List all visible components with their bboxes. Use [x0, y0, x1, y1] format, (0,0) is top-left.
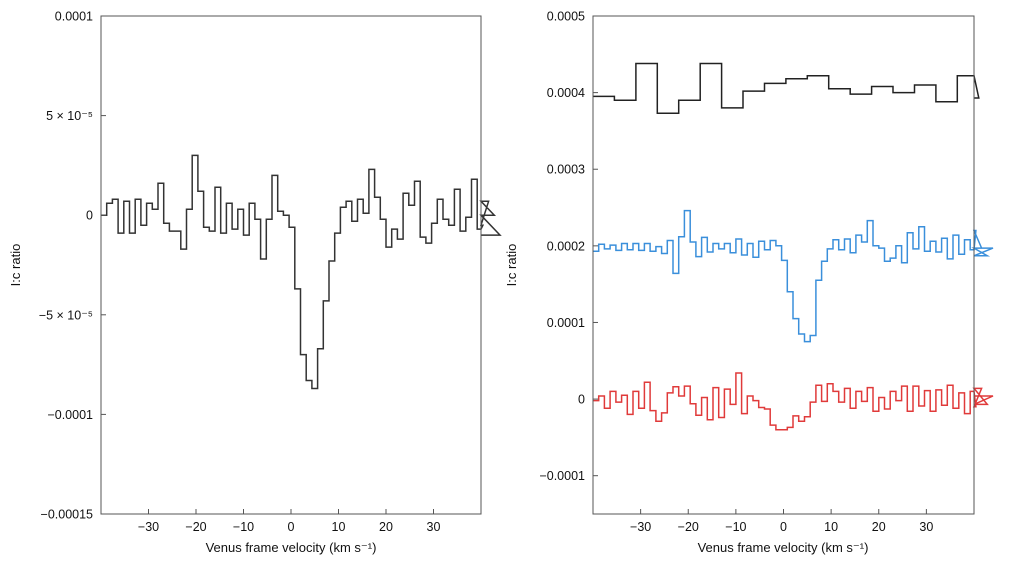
left-x-tick-label: −20 — [185, 520, 206, 534]
left-x-tick-label: −30 — [138, 520, 159, 534]
right-y-tick-label: 0 — [578, 393, 585, 407]
right-x-tick-label: 20 — [872, 520, 886, 534]
left-y-tick-label: −0.0001 — [47, 408, 93, 422]
right-plot-frame — [592, 15, 975, 515]
right-ticks: −30 −20 −10 0 10 20 30 0.0005 0.0004 0.0003 0.0002… — [539, 10, 933, 535]
right-x-tick-label: 10 — [824, 520, 838, 534]
right-y-axis-label: I:c ratio — [504, 244, 519, 287]
right-y-tick-label: 0.0003 — [547, 163, 585, 177]
right-series-line-0 — [593, 62, 980, 115]
left-ticks: −30 −20 −10 0 10 20 30 0.0001 5 × 10⁻⁵ 0 −5 × 10⁻⁵… — [39, 10, 441, 535]
left-y-tick-label: −5 × 10⁻⁵ — [39, 308, 93, 322]
left-y-tick-label: 5 × 10⁻⁵ — [46, 109, 93, 123]
right-panel: −30 −20 −10 0 10 20 30 0.0005 0.0004 0.0003 0.0002… — [504, 10, 994, 555]
right-series-line-2 — [593, 372, 994, 431]
left-y-tick-label: 0.0001 — [55, 10, 93, 24]
left-x-tick-label: 20 — [379, 520, 393, 534]
right-x-tick-label: −10 — [725, 520, 746, 534]
right-x-tick-label: 0 — [780, 520, 787, 534]
left-y-axis-label: I:c ratio — [8, 244, 23, 287]
right-x-tick-label: −20 — [678, 520, 699, 534]
left-x-tick-label: 0 — [288, 520, 295, 534]
left-panel: −30 −20 −10 0 10 20 30 0.0001 5 × 10⁻⁵ 0 −5 × 10⁻⁵… — [8, 10, 502, 555]
right-series-line-1 — [593, 209, 994, 343]
right-series-layer — [593, 62, 994, 431]
left-x-tick-label: 30 — [427, 520, 441, 534]
left-series-line-0 — [101, 154, 502, 390]
right-x-tick-label: 30 — [919, 520, 933, 534]
right-y-tick-label: 0.0005 — [547, 10, 585, 24]
left-plot-frame — [100, 15, 482, 515]
right-x-tick-label: −30 — [630, 520, 651, 534]
right-y-tick-label: −0.0001 — [539, 469, 585, 483]
left-y-tick-label: 0 — [86, 209, 93, 223]
left-y-tick-label: −0.00015 — [41, 508, 94, 522]
left-x-tick-label: −10 — [233, 520, 254, 534]
left-x-axis-label: Venus frame velocity (km s⁻¹) — [206, 540, 377, 555]
right-y-tick-label: 0.0004 — [547, 86, 585, 100]
left-series-layer — [101, 154, 502, 390]
right-y-tick-label: 0.0001 — [547, 316, 585, 330]
left-x-tick-label: 10 — [332, 520, 346, 534]
right-x-axis-label: Venus frame velocity (km s⁻¹) — [698, 540, 869, 555]
right-y-tick-label: 0.0002 — [547, 239, 585, 253]
